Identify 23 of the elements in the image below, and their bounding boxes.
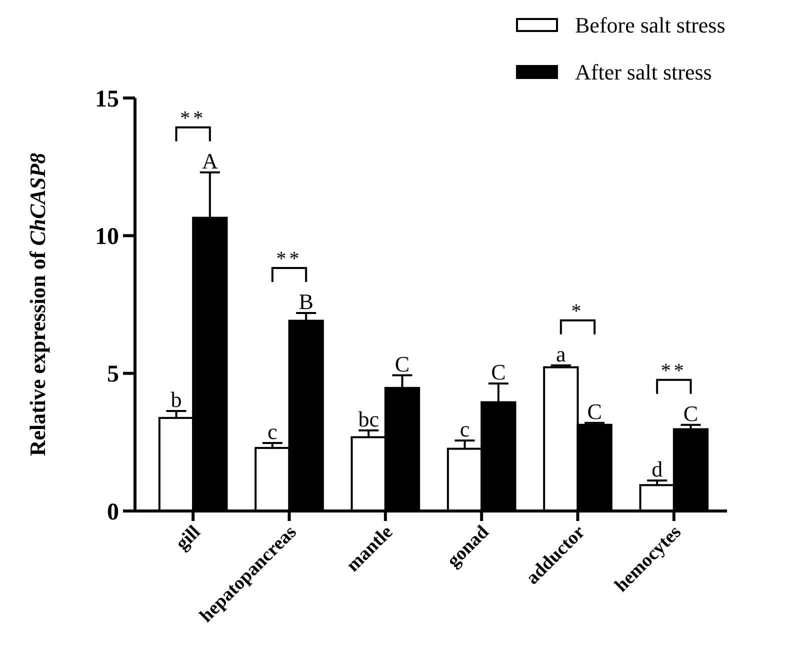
legend-label: Before salt stress bbox=[575, 12, 726, 38]
annotation: d bbox=[652, 456, 663, 482]
y-tick-label: 15 bbox=[95, 86, 119, 112]
annotation: A bbox=[202, 148, 218, 174]
annotation: ** bbox=[180, 107, 206, 130]
y-tick-label: 5 bbox=[107, 362, 119, 388]
annotation: C bbox=[683, 400, 698, 426]
annotation: a bbox=[556, 341, 566, 366]
y-tick-label: 10 bbox=[95, 224, 119, 250]
y-axis-title: Relative expression of ChCASP8 bbox=[25, 152, 50, 456]
annotation: bc bbox=[358, 406, 380, 432]
annotation: C bbox=[394, 351, 410, 376]
annotation: c bbox=[460, 416, 470, 442]
annotation: b bbox=[170, 387, 182, 412]
annotation: ** bbox=[276, 248, 302, 270]
y-tick-label: 0 bbox=[107, 499, 119, 526]
annotation: C bbox=[587, 398, 602, 424]
annotation: c bbox=[268, 418, 278, 444]
annotation: ** bbox=[660, 360, 687, 382]
annotation: * bbox=[571, 300, 584, 322]
legend-label: After salt stress bbox=[575, 60, 712, 85]
annotation: B bbox=[298, 289, 314, 314]
annotation: C bbox=[491, 360, 506, 385]
